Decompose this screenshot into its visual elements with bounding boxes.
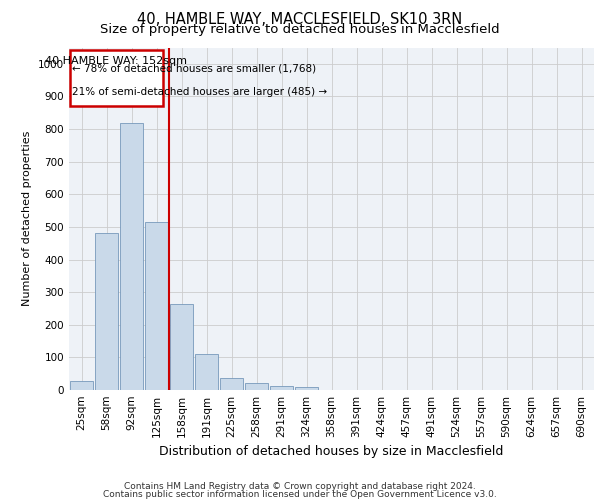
Bar [70, 381, 94, 390]
Text: 40 HAMBLE WAY: 152sqm: 40 HAMBLE WAY: 152sqm [45, 56, 187, 66]
Text: Contains HM Land Registry data © Crown copyright and database right 2024.: Contains HM Land Registry data © Crown c… [124, 482, 476, 491]
Bar [145, 222, 169, 390]
Text: Size of property relative to detached houses in Macclesfield: Size of property relative to detached ho… [100, 24, 500, 36]
Bar [119, 122, 143, 390]
Bar [269, 386, 293, 390]
Bar [95, 234, 118, 390]
Text: ← 78% of detached houses are smaller (1,768): ← 78% of detached houses are smaller (1,… [72, 64, 316, 74]
Bar [170, 304, 193, 390]
Bar [245, 384, 268, 390]
X-axis label: Distribution of detached houses by size in Macclesfield: Distribution of detached houses by size … [160, 446, 503, 458]
Y-axis label: Number of detached properties: Number of detached properties [22, 131, 32, 306]
Bar [220, 378, 244, 390]
Text: 21% of semi-detached houses are larger (485) →: 21% of semi-detached houses are larger (… [72, 86, 327, 97]
Text: Contains public sector information licensed under the Open Government Licence v3: Contains public sector information licen… [103, 490, 497, 499]
Text: 40, HAMBLE WAY, MACCLESFIELD, SK10 3RN: 40, HAMBLE WAY, MACCLESFIELD, SK10 3RN [137, 12, 463, 26]
FancyBboxPatch shape [70, 50, 163, 106]
Bar [194, 354, 218, 390]
Bar [295, 388, 319, 390]
